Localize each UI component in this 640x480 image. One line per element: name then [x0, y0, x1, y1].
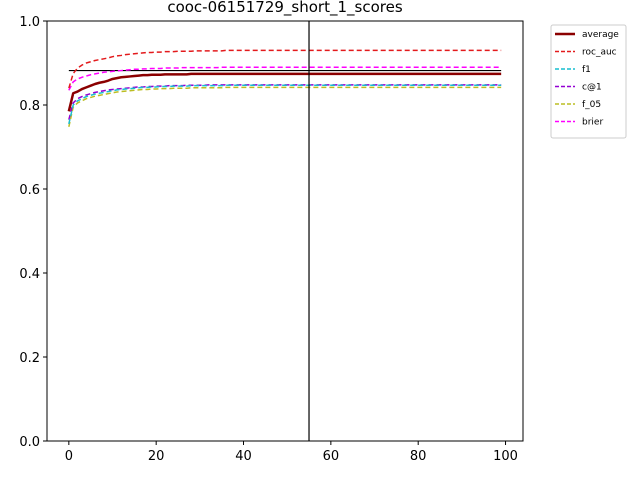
axes: 0 20 40 60 80 100 0.0 0.2 0.4 0.6 0.8 1.0 — [19, 15, 524, 464]
plot-area — [67, 21, 502, 441]
y-tick-label: 0.8 — [19, 99, 40, 114]
x-tick-label: 20 — [148, 449, 165, 464]
series-line-average — [67, 72, 502, 112]
chart-title: cooc-06151729_short_1_scores — [167, 0, 403, 17]
axes-frame — [46, 20, 524, 442]
legend-label: roc_auc — [582, 48, 617, 58]
x-tick-label: 80 — [410, 449, 427, 464]
series-line-roc-auc — [68, 49, 502, 89]
legend-label: c@1 — [582, 83, 602, 93]
x-tick-label: 0 — [65, 449, 73, 464]
legend-label: average — [582, 30, 619, 40]
y-tick-label: 1.0 — [19, 15, 40, 30]
x-tick-label: 100 — [493, 449, 518, 464]
y-tick-label: 0.4 — [19, 267, 40, 282]
y-tick-label: 0.2 — [19, 351, 40, 366]
series-line-f1 — [68, 84, 502, 125]
y-tick-label: 0.0 — [19, 435, 40, 450]
legend-box — [550, 24, 627, 139]
y-tick-label: 0.6 — [19, 183, 40, 198]
x-tick-label: 40 — [235, 449, 252, 464]
series-line-f-05 — [68, 86, 502, 128]
x-tick-label: 60 — [323, 449, 340, 464]
legend-label: brier — [582, 118, 603, 128]
legend-label: f1 — [582, 65, 591, 75]
legend-label: f_05 — [582, 100, 601, 110]
